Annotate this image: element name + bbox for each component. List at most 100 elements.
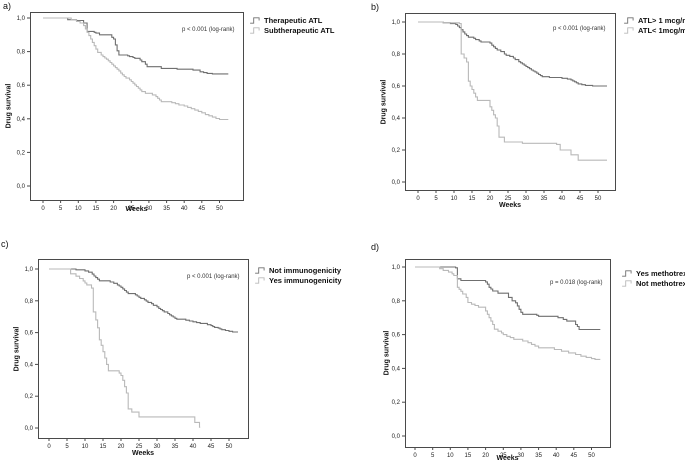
panel-letter-d: d) <box>371 242 380 252</box>
svg-text:45: 45 <box>577 196 584 202</box>
survival-plot-d: 0 5 10 15 20 25 30 35 40 45 50 0,0 0,2 0,4 0,6 0,8 1,0 <box>392 259 611 459</box>
svg-text:50: 50 <box>226 444 233 450</box>
km-step-marker-icon <box>622 280 632 287</box>
legend-item: Not methotrexate <box>621 279 685 288</box>
svg-text:25: 25 <box>500 453 507 459</box>
svg-text:1,0: 1,0 <box>392 20 401 26</box>
km-step-marker-icon <box>255 267 265 274</box>
svg-text:15: 15 <box>465 453 472 459</box>
survival-plot-c: 0 5 10 15 20 25 30 35 40 45 50 0,0 0,2 0,4 0,6 0,8 1,0 <box>25 259 249 450</box>
svg-text:0,0: 0,0 <box>25 426 34 432</box>
y-axis-title: Drug survival <box>383 330 391 376</box>
legend: Therapeutic ATL Subtherapeutic ATL <box>249 16 334 36</box>
panel-c: c) 0 5 10 15 20 25 30 35 40 45 50 0,0 0,2 0,4 0,6 0,8 1,… <box>0 234 342 468</box>
legend-item: Yes methotrexate <box>621 269 685 278</box>
svg-text:1,0: 1,0 <box>17 16 26 22</box>
svg-text:0: 0 <box>47 444 51 450</box>
legend-label: Therapeutic ATL <box>264 16 323 25</box>
svg-text:0,0: 0,0 <box>392 434 401 440</box>
y-axis-title: Drug survival <box>5 83 13 129</box>
p-value-annotation: p < 0.001 (log-rank) <box>553 26 606 32</box>
legend: Yes methotrexate Not methotrexate <box>621 269 685 289</box>
svg-text:0,2: 0,2 <box>392 400 401 406</box>
svg-text:0,8: 0,8 <box>17 50 26 56</box>
svg-text:40: 40 <box>559 196 566 202</box>
legend-item: ATL< 1mcg/ml <box>623 26 685 35</box>
svg-text:0: 0 <box>416 196 420 202</box>
svg-text:45: 45 <box>198 206 205 212</box>
svg-text:5: 5 <box>431 453 435 459</box>
svg-text:0,8: 0,8 <box>392 299 401 305</box>
km-step-marker-icon <box>624 17 634 24</box>
legend-label: Yes methotrexate <box>636 269 685 278</box>
svg-text:30: 30 <box>523 196 530 202</box>
svg-text:15: 15 <box>469 196 476 202</box>
survival-plot-a: 0 5 10 15 20 25 30 35 40 45 50 0,0 0,2 0,4 0,6 0,8 1,0 <box>17 12 244 212</box>
svg-text:40: 40 <box>190 444 197 450</box>
svg-text:20: 20 <box>118 444 125 450</box>
svg-text:0,2: 0,2 <box>17 150 26 156</box>
svg-text:0,6: 0,6 <box>392 333 401 339</box>
svg-text:50: 50 <box>595 196 602 202</box>
km-step-marker-icon <box>624 27 634 34</box>
svg-text:25: 25 <box>505 196 512 202</box>
svg-text:15: 15 <box>100 444 107 450</box>
panel-letter-b: b) <box>371 2 380 12</box>
x-axis-title: Weeks <box>498 202 522 209</box>
svg-text:45: 45 <box>570 453 577 459</box>
svg-text:25: 25 <box>136 444 143 450</box>
svg-text:35: 35 <box>163 206 170 212</box>
p-value-annotation: p < 0.001 (log-rank) <box>187 274 240 280</box>
y-axis-title: Drug survival <box>13 326 21 371</box>
svg-text:30: 30 <box>154 444 161 450</box>
svg-text:20: 20 <box>482 453 489 459</box>
svg-text:50: 50 <box>588 453 595 459</box>
svg-text:5: 5 <box>434 196 438 202</box>
legend-label: ATL> 1 mcg/ml <box>638 16 685 25</box>
km-step-marker-icon <box>250 17 260 24</box>
legend: Not immunogenicity Yes immunogenicity <box>254 266 342 286</box>
svg-text:0,4: 0,4 <box>25 362 34 368</box>
svg-text:40: 40 <box>553 453 560 459</box>
svg-text:10: 10 <box>75 206 82 212</box>
legend-item: Yes immunogenicity <box>254 276 342 285</box>
svg-text:0: 0 <box>413 453 417 459</box>
svg-text:30: 30 <box>146 206 153 212</box>
svg-text:25: 25 <box>128 206 135 212</box>
svg-text:50: 50 <box>216 206 223 212</box>
svg-text:35: 35 <box>535 453 542 459</box>
svg-text:30: 30 <box>518 453 525 459</box>
km-step-marker-icon <box>250 27 260 34</box>
y-axis-title: Drug survival <box>380 79 388 124</box>
svg-text:20: 20 <box>110 206 117 212</box>
svg-text:0,6: 0,6 <box>25 331 34 337</box>
svg-text:0,0: 0,0 <box>392 180 401 186</box>
svg-text:1,0: 1,0 <box>25 267 34 273</box>
svg-text:0,4: 0,4 <box>17 117 26 123</box>
svg-text:0,2: 0,2 <box>392 148 401 154</box>
legend-label: Yes immunogenicity <box>269 276 342 285</box>
panel-letter-a: a) <box>3 1 12 11</box>
svg-text:15: 15 <box>93 206 100 212</box>
legend: ATL> 1 mcg/ml ATL< 1mcg/ml <box>623 16 685 36</box>
svg-text:20: 20 <box>487 196 494 202</box>
x-axis-title: Weeks <box>125 206 148 213</box>
panel-a: a) 0 5 10 15 20 25 30 35 40 45 50 0,0 0,2 0,4 0,6 0,8 1,… <box>0 0 342 234</box>
legend-label: Not methotrexate <box>636 279 685 288</box>
legend-label: Subtherapeutic ATL <box>264 26 335 35</box>
panel-letter-c: c) <box>1 239 9 249</box>
svg-text:35: 35 <box>541 196 548 202</box>
legend-item: Therapeutic ATL <box>249 16 334 25</box>
km-step-marker-icon <box>255 277 265 284</box>
panel-b: b) 0 5 10 15 20 25 30 35 40 45 50 0,0 0,2 0,4 0,6 0,8 1,… <box>343 0 685 234</box>
p-value-annotation: p < 0.001 (log-rank) <box>182 27 235 33</box>
legend-item: Not immunogenicity <box>254 266 342 275</box>
svg-text:45: 45 <box>208 444 215 450</box>
legend-label: Not immunogenicity <box>269 266 342 275</box>
svg-text:35: 35 <box>172 444 179 450</box>
svg-text:40: 40 <box>181 206 188 212</box>
p-value-annotation: p = 0.018 (log-rank) <box>550 280 603 286</box>
svg-text:0,4: 0,4 <box>392 366 401 372</box>
svg-text:10: 10 <box>451 196 458 202</box>
